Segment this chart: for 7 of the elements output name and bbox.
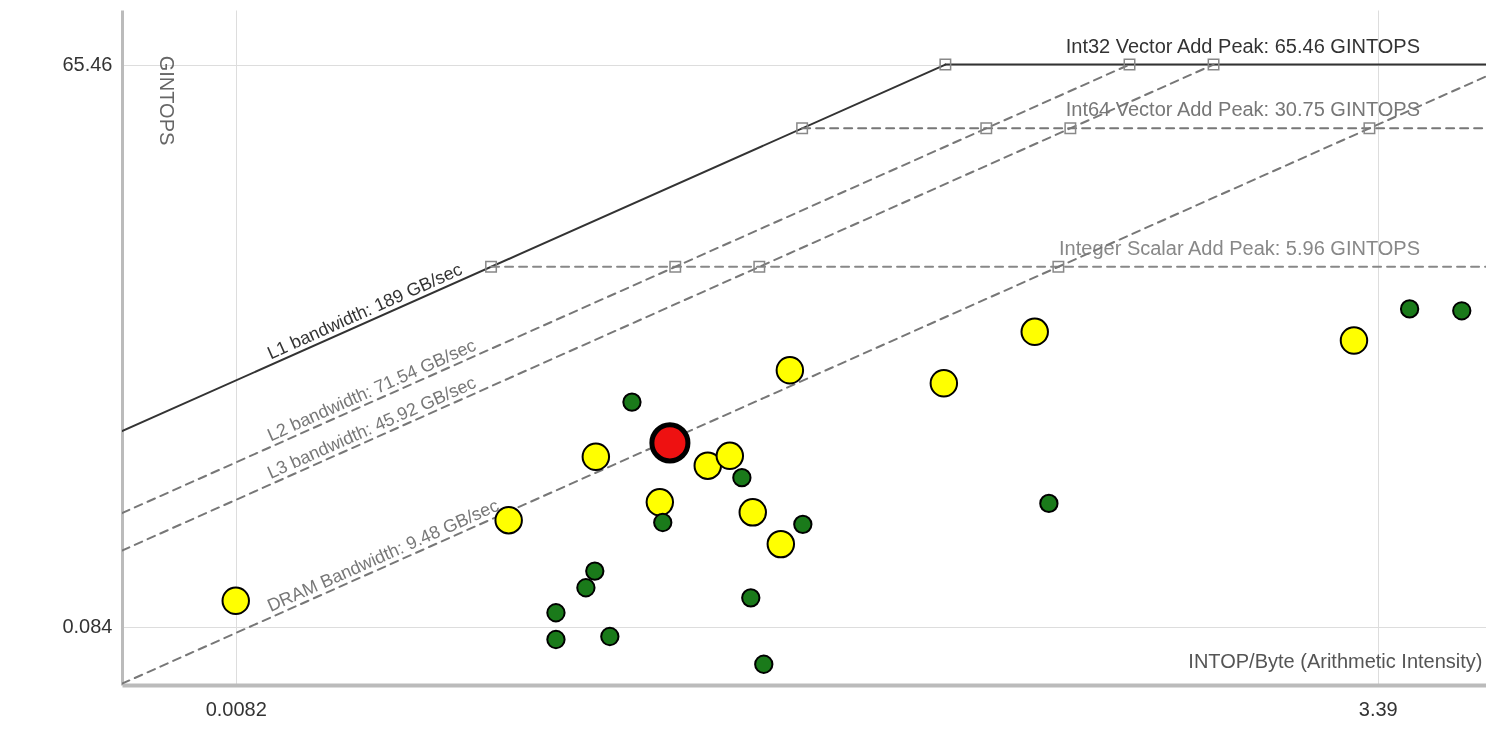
x-axis-title: INTOP/Byte (Arithmetic Intensity) — [1188, 649, 1483, 672]
series-label: Int32 Vector Add Peak: 65.46 GINTOPS — [1065, 34, 1420, 57]
x-tick-label: 0.0082 — [205, 697, 267, 720]
y-tick-label: 65.46 — [62, 53, 113, 76]
y-tick-label: 0.084 — [62, 615, 113, 637]
x-tick-label: 3.39 — [1358, 697, 1398, 720]
y-axis-title: GINTOPS — [155, 55, 178, 146]
